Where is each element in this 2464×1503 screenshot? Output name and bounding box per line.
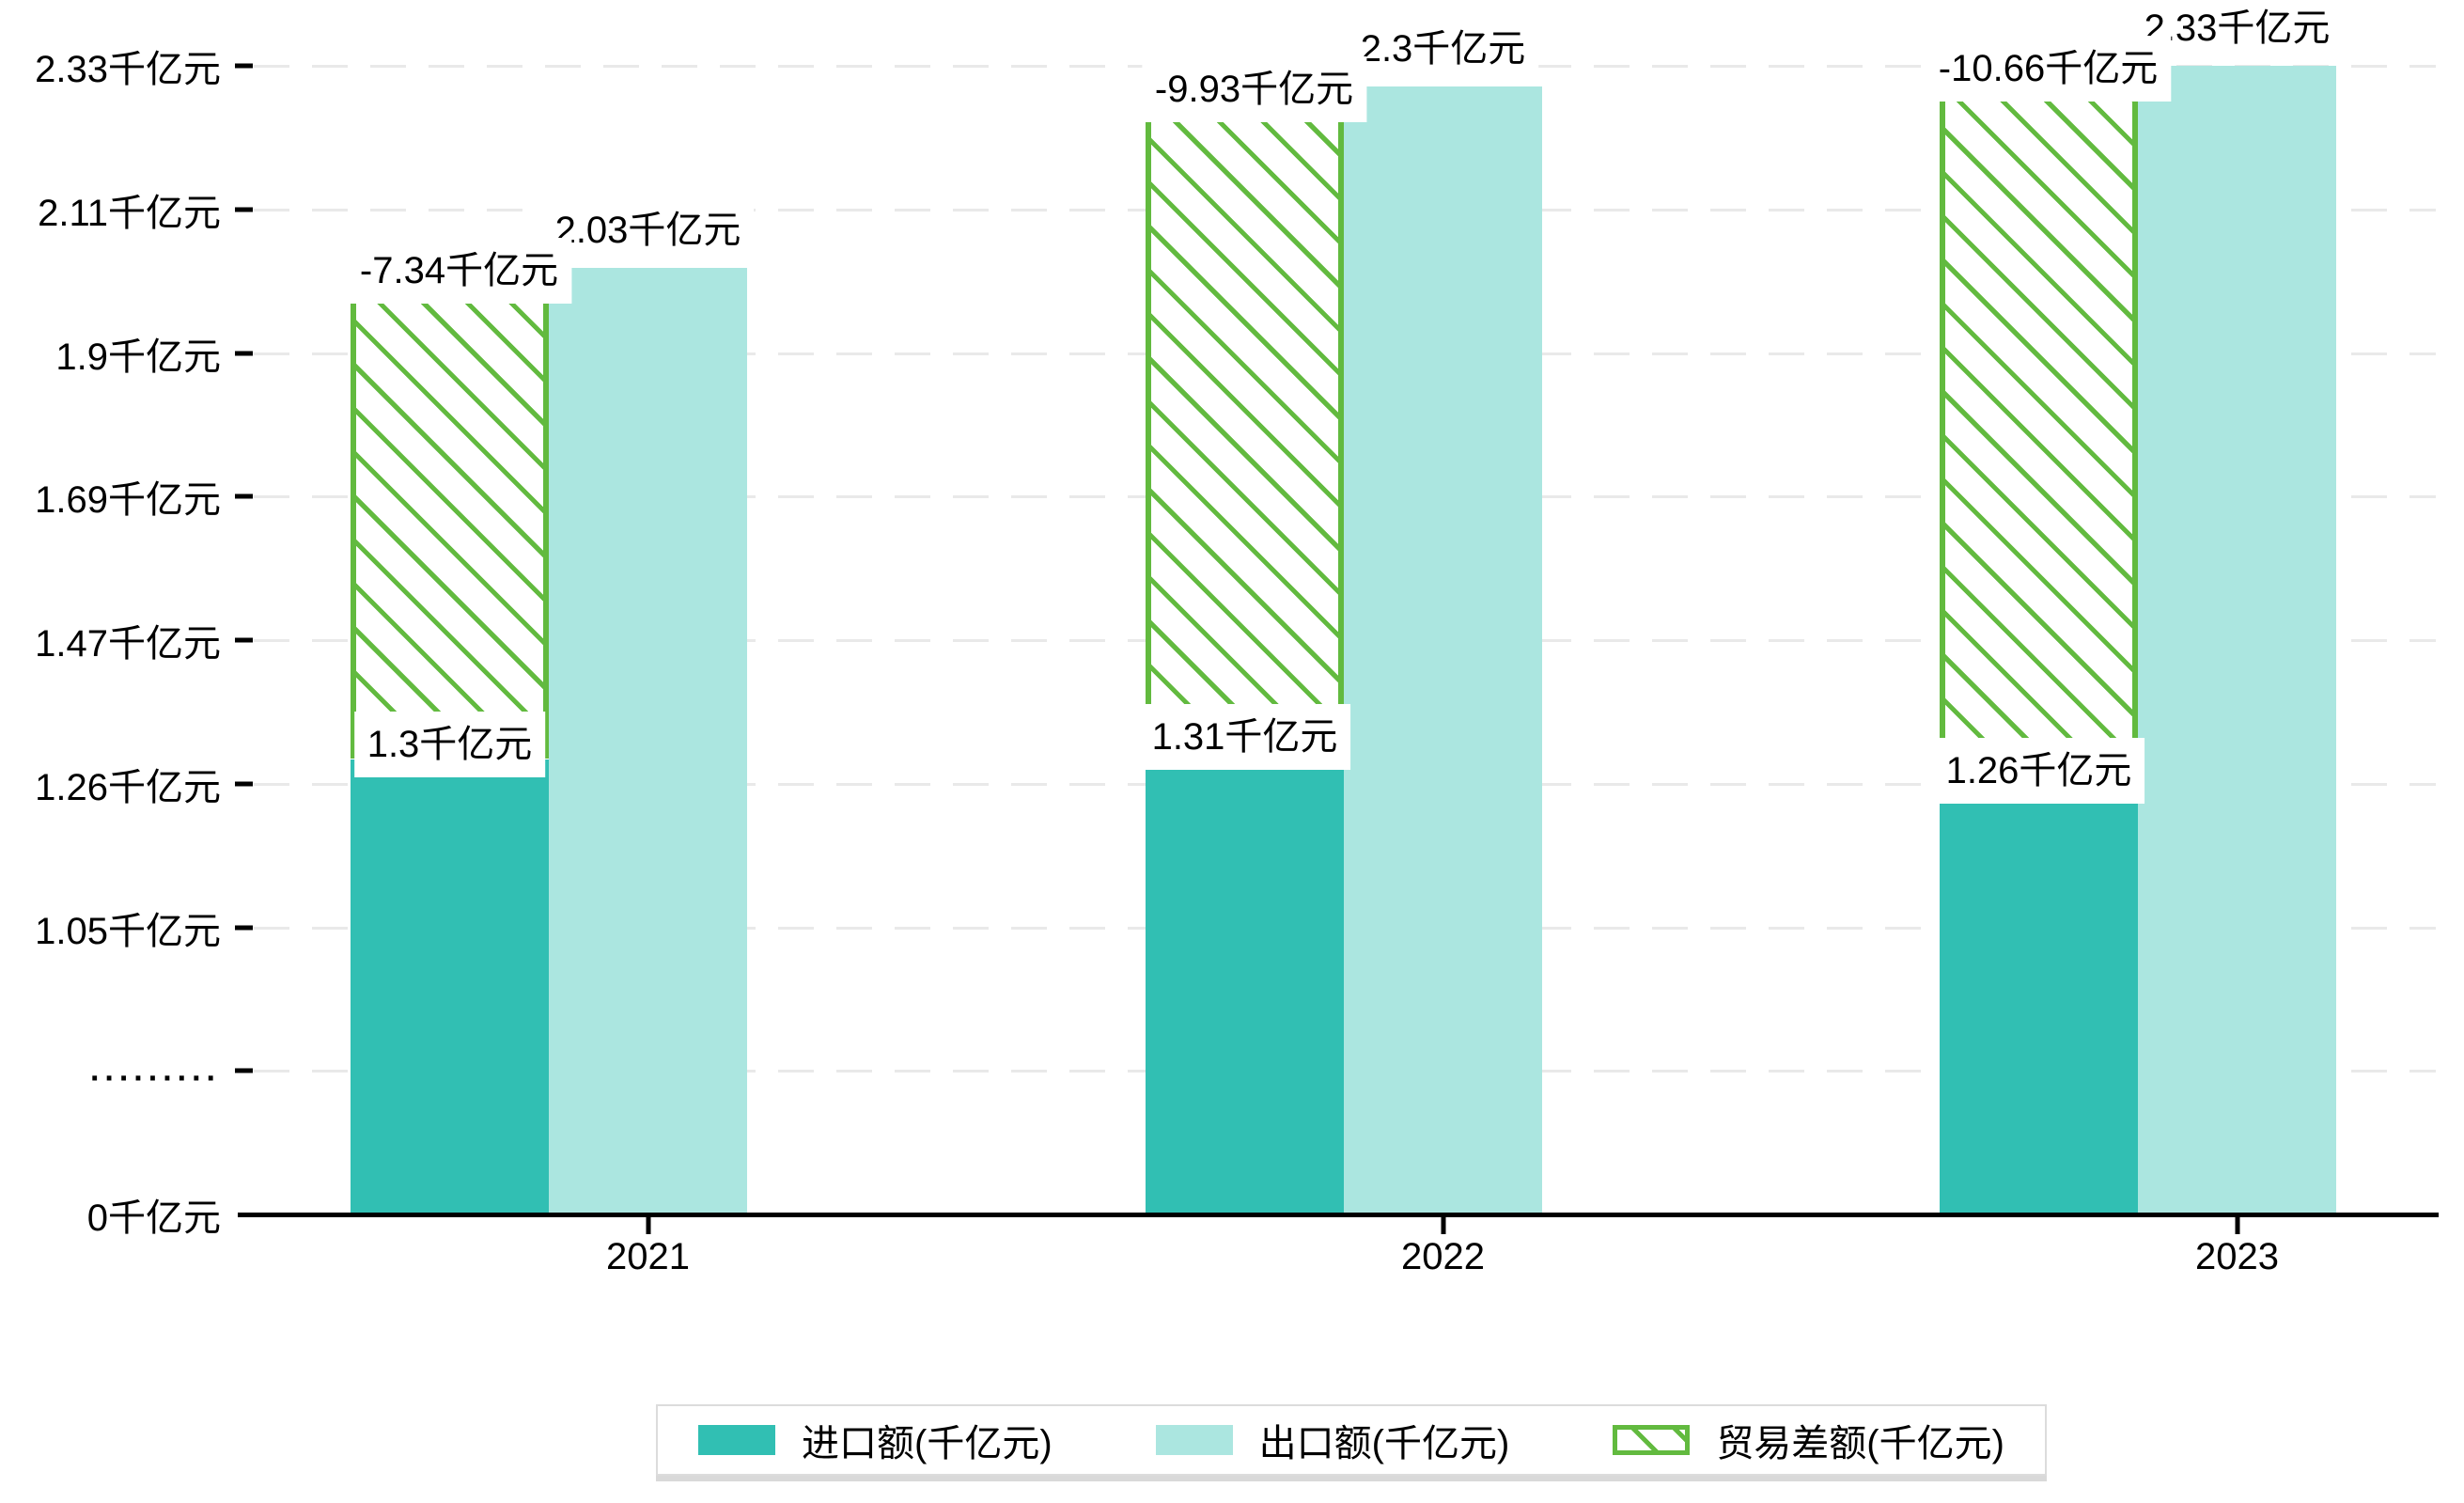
legend-item-trade-balance: 贸易差额(千亿元) [1613, 1413, 2004, 1467]
legend-label-export: 出口额(千亿元) [1258, 1423, 1510, 1464]
data-label-export-2021: 2.03千亿元 [541, 196, 755, 263]
legend-swatch-export-icon [1155, 1425, 1233, 1455]
y-tick-label: ......... [89, 1052, 221, 1088]
bar-import-2021 [351, 759, 549, 1214]
y-tick-mark [235, 207, 253, 212]
x-tick-label-2023: 2023 [2195, 1236, 2279, 1277]
y-tick-label: 1.05千亿元 [35, 910, 221, 952]
data-label-import-2021: 1.3千亿元 [353, 711, 546, 777]
legend-item-export: 出口额(千亿元) [1155, 1413, 1510, 1467]
legend-label-trade-balance: 贸易差额(千亿元) [1716, 1423, 2004, 1464]
bar-import-2023 [1940, 786, 2138, 1214]
data-label-import-2023: 1.26千亿元 [1932, 738, 2145, 805]
bar-trade-balance-2021 [351, 267, 549, 759]
y-tick-label: 1.69千亿元 [35, 479, 221, 522]
data-label-trade-balance-2022: -9.93千亿元 [1141, 55, 1367, 122]
legend-label-import: 进口额(千亿元) [802, 1423, 1053, 1464]
x-tick-label-2022: 2022 [1401, 1236, 1485, 1277]
y-tick-mark [235, 1068, 253, 1073]
y-tick-mark [235, 351, 253, 355]
bar-export-2022 [1344, 86, 1542, 1214]
data-label-export-2022: 2.3千亿元 [1347, 15, 1539, 82]
legend: 进口额(千亿元) 出口额(千亿元) 贸易差额(千亿元) [656, 1404, 2047, 1476]
bar-trade-balance-2022 [1146, 86, 1344, 753]
bar-import-2022 [1146, 752, 1344, 1214]
x-tick-2021 [646, 1214, 650, 1234]
legend-swatch-trade-balance-icon [1613, 1425, 1691, 1455]
y-tick-label: 2.33千亿元 [35, 49, 221, 90]
x-axis-line [238, 1213, 2439, 1217]
y-tick-label: 1.26千亿元 [35, 766, 221, 808]
data-label-trade-balance-2021: -7.34千亿元 [346, 237, 572, 304]
y-tick-label: 1.9千亿元 [55, 336, 221, 378]
x-tick-2022 [1441, 1214, 1445, 1234]
y-tick-mark [235, 493, 253, 499]
y-tick-label: 1.47千亿元 [35, 623, 221, 665]
y-tick-mark [235, 781, 253, 787]
bar-trade-balance-2023 [1940, 66, 2138, 787]
x-tick-2023 [2235, 1214, 2239, 1234]
y-tick-mark [235, 925, 253, 930]
legend-item-import: 进口额(千亿元) [698, 1413, 1053, 1467]
legend-swatch-import-icon [698, 1425, 776, 1455]
y-tick-label: 2.11千亿元 [38, 192, 221, 234]
bar-export-2023 [2138, 66, 2336, 1214]
data-label-trade-balance-2023: -10.66千亿元 [1925, 36, 2172, 102]
y-tick-mark [235, 637, 253, 643]
x-tick-label-2021: 2021 [606, 1236, 690, 1277]
y-tick-label: 0千亿元 [86, 1198, 221, 1239]
bar-export-2021 [549, 267, 747, 1214]
y-tick-mark [235, 63, 253, 69]
data-label-import-2022: 1.31千亿元 [1138, 704, 1351, 771]
